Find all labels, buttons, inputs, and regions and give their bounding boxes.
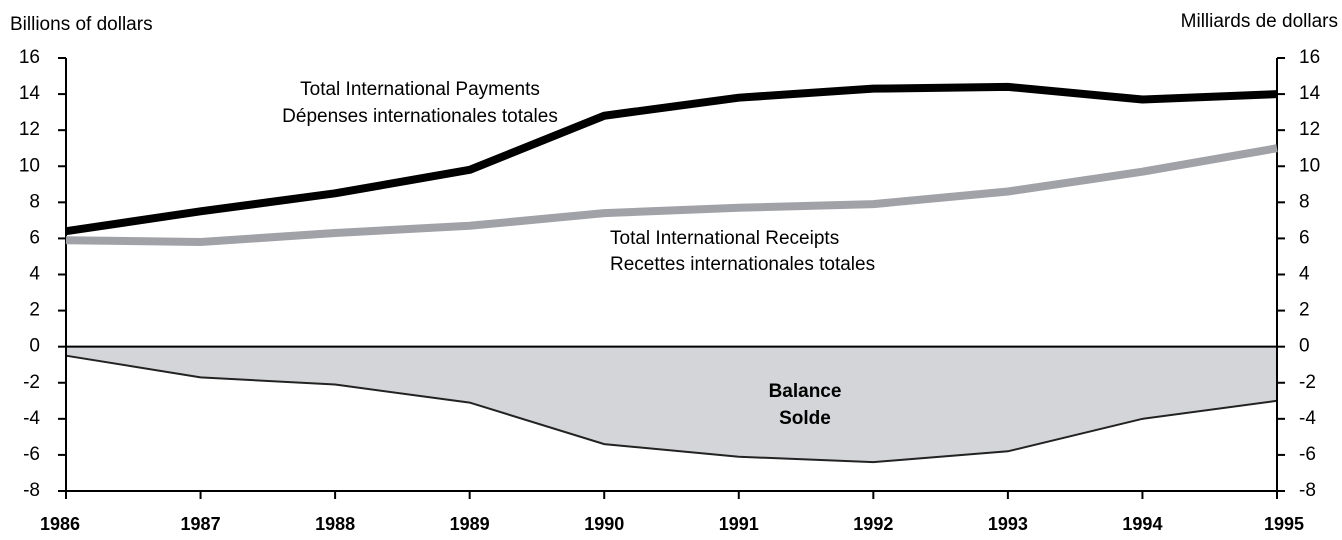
y-tick-label: 16 bbox=[19, 47, 40, 68]
x-tick-label: 1989 bbox=[450, 514, 490, 534]
y-tick-label: -6 bbox=[23, 444, 40, 465]
x-tick-label: 1995 bbox=[1264, 514, 1304, 534]
x-tick-label: 1994 bbox=[1122, 514, 1162, 534]
x-tick-label: 1987 bbox=[181, 514, 221, 534]
y2-tick-label: 2 bbox=[1299, 300, 1310, 321]
y-tick-label: 0 bbox=[29, 336, 40, 357]
y2-tick-label: 14 bbox=[1299, 83, 1321, 104]
series-label-fr: Dépenses internationales totales bbox=[282, 106, 558, 127]
series-line bbox=[65, 144, 1278, 247]
x-tick-label: 1991 bbox=[719, 514, 759, 534]
y2-tick-label: 6 bbox=[1299, 227, 1310, 248]
y-tick-label: 4 bbox=[29, 264, 40, 285]
x-tick-label: 1990 bbox=[584, 514, 624, 534]
x-tick-label: 1986 bbox=[40, 514, 80, 534]
series-line bbox=[65, 82, 1278, 236]
y2-axis-label: Milliards de dollars bbox=[1181, 11, 1338, 32]
x-tick-label: 1992 bbox=[853, 514, 893, 534]
y-axis-label: Billions of dollars bbox=[10, 14, 153, 35]
series-label-fr: Solde bbox=[779, 408, 831, 429]
x-tick-label: 1993 bbox=[988, 514, 1028, 534]
y-tick-label: 12 bbox=[19, 119, 40, 140]
area-fill bbox=[66, 346, 1277, 463]
y2-tick-label: 8 bbox=[1299, 191, 1310, 212]
y-tick-label: 14 bbox=[19, 83, 41, 104]
y-tick-label: -8 bbox=[23, 480, 40, 501]
series-label-fr: Recettes internationales totales bbox=[610, 254, 875, 275]
y2-tick-label: 10 bbox=[1299, 155, 1320, 176]
y2-tick-label: 4 bbox=[1299, 264, 1310, 285]
y2-tick-label: 12 bbox=[1299, 119, 1320, 140]
y-tick-label: 6 bbox=[29, 227, 40, 248]
area-edge bbox=[65, 354, 1278, 464]
y-tick-label: -2 bbox=[23, 372, 40, 393]
series-label: Balance bbox=[769, 381, 842, 402]
y-tick-label: -4 bbox=[23, 408, 40, 429]
y-tick-label: 2 bbox=[29, 300, 40, 321]
y-tick-label: 10 bbox=[19, 155, 40, 176]
series-label: Total International Receipts bbox=[610, 228, 839, 249]
y2-tick-label: -2 bbox=[1299, 372, 1316, 393]
y2-tick-label: 0 bbox=[1299, 336, 1310, 357]
series-label: Total International Payments bbox=[300, 79, 540, 100]
y-tick-label: 8 bbox=[29, 191, 40, 212]
x-tick-label: 1988 bbox=[315, 514, 355, 534]
y2-tick-label: -8 bbox=[1299, 480, 1316, 501]
y2-tick-label: 16 bbox=[1299, 47, 1320, 68]
y2-tick-label: -4 bbox=[1299, 408, 1316, 429]
y2-tick-label: -6 bbox=[1299, 444, 1316, 465]
